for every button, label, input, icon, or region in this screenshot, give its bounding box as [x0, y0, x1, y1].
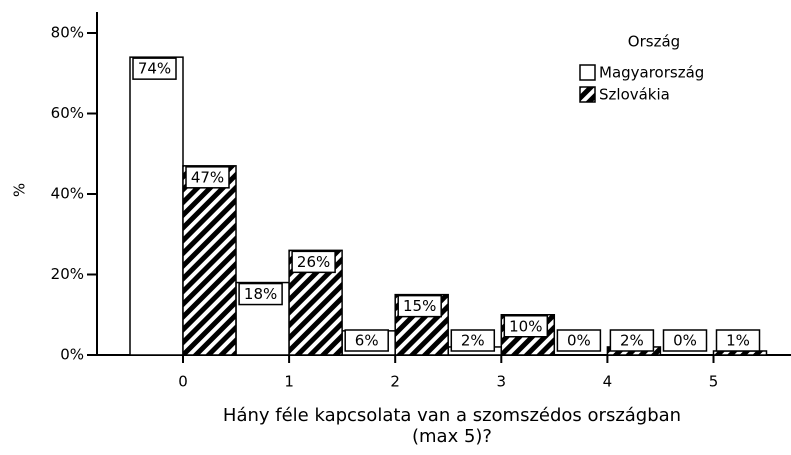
- legend-swatch: [579, 86, 596, 103]
- value-label: 2%: [461, 332, 485, 350]
- value-label: 0%: [567, 332, 591, 350]
- y-tick-label: 0%: [60, 346, 84, 364]
- value-label: 47%: [191, 168, 224, 186]
- value-label-box: [556, 329, 602, 352]
- value-label-box: [291, 250, 336, 274]
- value-label: 10%: [509, 317, 542, 335]
- value-label-box: [238, 282, 283, 306]
- value-label: 15%: [403, 297, 436, 315]
- value-label-box: [450, 329, 496, 352]
- x-tick-label: 3: [497, 373, 507, 391]
- y-axis-label: %: [11, 183, 29, 197]
- value-label: 2%: [620, 332, 644, 350]
- bar: [182, 165, 237, 356]
- value-label-box: [503, 315, 549, 338]
- value-label: 0%: [673, 332, 697, 350]
- value-label-box: [609, 329, 655, 352]
- x-tick-label: 0: [178, 373, 188, 391]
- legend-title: Ország: [628, 33, 680, 51]
- value-label-box: [715, 329, 761, 352]
- legend-label: Magyarország: [599, 64, 704, 82]
- value-label-box: [344, 329, 389, 352]
- y-tick-label: 40%: [51, 185, 84, 203]
- x-tick-label: 2: [390, 373, 400, 391]
- x-tick-label: 4: [603, 373, 613, 391]
- value-label-box: [132, 57, 177, 80]
- y-tick-label: 20%: [51, 265, 84, 283]
- y-tick-label: 60%: [51, 104, 84, 122]
- value-label-box: [397, 294, 442, 318]
- value-label: 1%: [726, 332, 750, 350]
- value-label-box: [185, 166, 230, 189]
- legend-swatch: [579, 64, 596, 81]
- bar: [129, 56, 184, 356]
- value-label: 6%: [355, 332, 379, 350]
- value-label: 26%: [297, 253, 330, 271]
- y-tick-label: 80%: [51, 24, 84, 42]
- value-label-box: [662, 329, 708, 352]
- x-tick-label: 5: [709, 373, 719, 391]
- value-label: 18%: [244, 285, 277, 303]
- x-axis-label: Hány féle kapcsolata van a szomszédos or…: [223, 405, 681, 426]
- x-axis-label: (max 5)?: [412, 426, 492, 447]
- x-tick-label: 1: [284, 373, 294, 391]
- legend-label: Szlovákia: [599, 86, 670, 104]
- value-label: 74%: [138, 60, 171, 78]
